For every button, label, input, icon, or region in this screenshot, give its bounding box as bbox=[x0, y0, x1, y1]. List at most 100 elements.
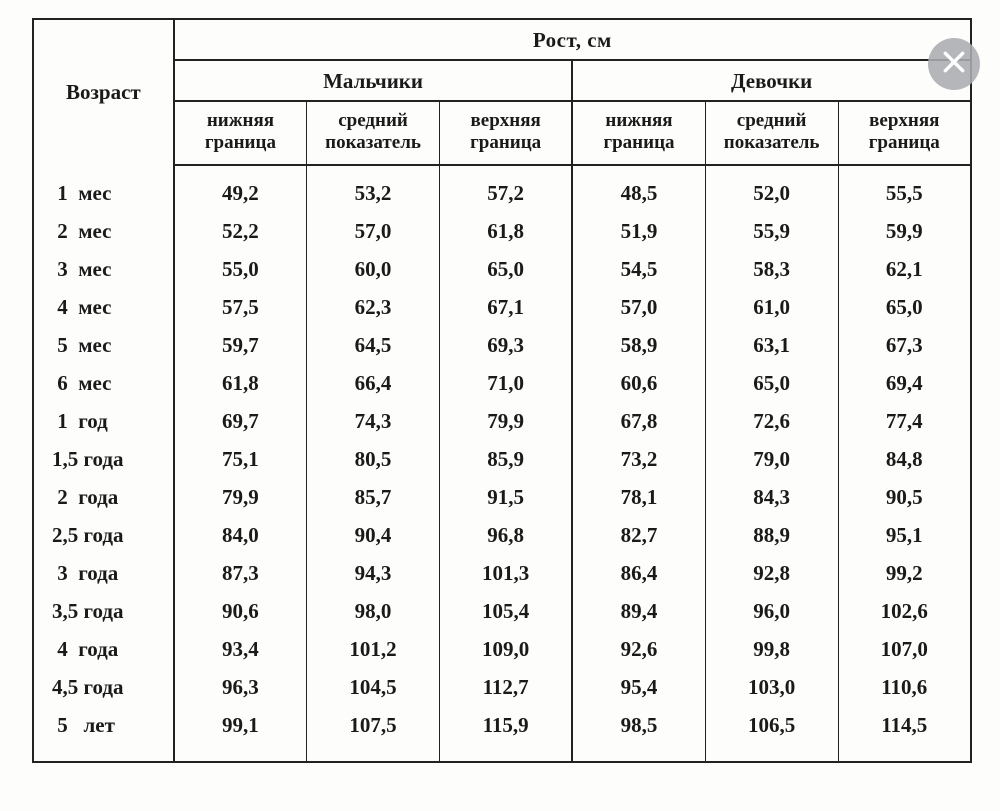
girls-value: 52,0 bbox=[705, 175, 838, 213]
age-cell: 2 мес bbox=[33, 213, 174, 251]
girls-value: 103,0 bbox=[705, 669, 838, 707]
boys-value: 112,7 bbox=[439, 669, 572, 707]
header-girls: Девочки bbox=[572, 60, 971, 101]
girls-value: 67,3 bbox=[838, 327, 971, 365]
spacer-row bbox=[33, 165, 971, 175]
girls-value: 110,6 bbox=[838, 669, 971, 707]
boys-value: 85,9 bbox=[439, 441, 572, 479]
girls-value: 48,5 bbox=[572, 175, 705, 213]
girls-value: 99,2 bbox=[838, 555, 971, 593]
age-cell: 3 мес bbox=[33, 251, 174, 289]
girls-value: 99,8 bbox=[705, 631, 838, 669]
boys-value: 105,4 bbox=[439, 593, 572, 631]
boys-value: 98,0 bbox=[307, 593, 440, 631]
boys-value: 62,3 bbox=[307, 289, 440, 327]
girls-value: 61,0 bbox=[705, 289, 838, 327]
age-cell: 5 мес bbox=[33, 327, 174, 365]
girls-value: 78,1 bbox=[572, 479, 705, 517]
girls-value: 67,8 bbox=[572, 403, 705, 441]
boys-value: 67,1 bbox=[439, 289, 572, 327]
boys-value: 60,0 bbox=[307, 251, 440, 289]
boys-value: 71,0 bbox=[439, 365, 572, 403]
girls-value: 54,5 bbox=[572, 251, 705, 289]
sub-girls-high: верхняяграница bbox=[838, 101, 971, 165]
girls-value: 107,0 bbox=[838, 631, 971, 669]
sub-boys-mid: среднийпоказатель bbox=[307, 101, 440, 165]
girls-value: 62,1 bbox=[838, 251, 971, 289]
girls-value: 60,6 bbox=[572, 365, 705, 403]
age-cell: 6 мес bbox=[33, 365, 174, 403]
boys-value: 84,0 bbox=[174, 517, 307, 555]
table-row: 5 мес59,764,569,358,963,167,3 bbox=[33, 327, 971, 365]
boys-value: 90,4 bbox=[307, 517, 440, 555]
girls-value: 84,3 bbox=[705, 479, 838, 517]
boys-value: 104,5 bbox=[307, 669, 440, 707]
boys-value: 57,5 bbox=[174, 289, 307, 327]
girls-value: 84,8 bbox=[838, 441, 971, 479]
boys-value: 59,7 bbox=[174, 327, 307, 365]
table-row: 1 мес49,253,257,248,552,055,5 bbox=[33, 175, 971, 213]
table-row: 1 год69,774,379,967,872,677,4 bbox=[33, 403, 971, 441]
age-cell: 1,5 года bbox=[33, 441, 174, 479]
girls-value: 65,0 bbox=[838, 289, 971, 327]
age-cell: 4 мес bbox=[33, 289, 174, 327]
table-row: 3,5 года90,698,0105,489,496,0102,6 bbox=[33, 593, 971, 631]
table-row: 4 года93,4101,2109,092,699,8107,0 bbox=[33, 631, 971, 669]
girls-value: 95,4 bbox=[572, 669, 705, 707]
boys-value: 96,8 bbox=[439, 517, 572, 555]
age-cell: 4 года bbox=[33, 631, 174, 669]
girls-value: 63,1 bbox=[705, 327, 838, 365]
girls-value: 88,9 bbox=[705, 517, 838, 555]
girls-value: 89,4 bbox=[572, 593, 705, 631]
sub-girls-low: нижняяграница bbox=[572, 101, 705, 165]
girls-value: 72,6 bbox=[705, 403, 838, 441]
girls-value: 98,5 bbox=[572, 707, 705, 745]
girls-value: 73,2 bbox=[572, 441, 705, 479]
age-cell: 2 года bbox=[33, 479, 174, 517]
boys-value: 79,9 bbox=[439, 403, 572, 441]
girls-value: 58,3 bbox=[705, 251, 838, 289]
boys-value: 69,7 bbox=[174, 403, 307, 441]
boys-value: 101,2 bbox=[307, 631, 440, 669]
table-row: 3 года87,394,3101,386,492,899,2 bbox=[33, 555, 971, 593]
boys-value: 61,8 bbox=[439, 213, 572, 251]
table-row: 2 мес52,257,061,851,955,959,9 bbox=[33, 213, 971, 251]
girls-value: 58,9 bbox=[572, 327, 705, 365]
boys-value: 93,4 bbox=[174, 631, 307, 669]
close-button[interactable] bbox=[928, 38, 980, 90]
boys-value: 87,3 bbox=[174, 555, 307, 593]
boys-value: 65,0 bbox=[439, 251, 572, 289]
boys-value: 74,3 bbox=[307, 403, 440, 441]
boys-value: 61,8 bbox=[174, 365, 307, 403]
girls-value: 86,4 bbox=[572, 555, 705, 593]
age-cell: 4,5 года bbox=[33, 669, 174, 707]
table-row: 4,5 года96,3104,5112,795,4103,0110,6 bbox=[33, 669, 971, 707]
boys-value: 69,3 bbox=[439, 327, 572, 365]
girls-value: 79,0 bbox=[705, 441, 838, 479]
boys-value: 75,1 bbox=[174, 441, 307, 479]
boys-value: 52,2 bbox=[174, 213, 307, 251]
boys-value: 90,6 bbox=[174, 593, 307, 631]
girls-value: 102,6 bbox=[838, 593, 971, 631]
age-cell: 5 лет bbox=[33, 707, 174, 745]
girls-value: 65,0 bbox=[705, 365, 838, 403]
sub-boys-low: нижняяграница bbox=[174, 101, 307, 165]
table-row: 2 года79,985,791,578,184,390,5 bbox=[33, 479, 971, 517]
girls-value: 55,9 bbox=[705, 213, 838, 251]
boys-value: 109,0 bbox=[439, 631, 572, 669]
boys-value: 57,0 bbox=[307, 213, 440, 251]
table-row: 5 лет99,1107,5115,998,5106,5114,5 bbox=[33, 707, 971, 745]
sub-girls-mid: среднийпоказатель bbox=[705, 101, 838, 165]
girls-value: 92,8 bbox=[705, 555, 838, 593]
header-boys: Мальчики bbox=[174, 60, 573, 101]
boys-value: 115,9 bbox=[439, 707, 572, 745]
girls-value: 96,0 bbox=[705, 593, 838, 631]
girls-value: 51,9 bbox=[572, 213, 705, 251]
boys-value: 85,7 bbox=[307, 479, 440, 517]
boys-value: 49,2 bbox=[174, 175, 307, 213]
girls-value: 77,4 bbox=[838, 403, 971, 441]
boys-value: 101,3 bbox=[439, 555, 572, 593]
boys-value: 80,5 bbox=[307, 441, 440, 479]
age-cell: 3 года bbox=[33, 555, 174, 593]
boys-value: 57,2 bbox=[439, 175, 572, 213]
